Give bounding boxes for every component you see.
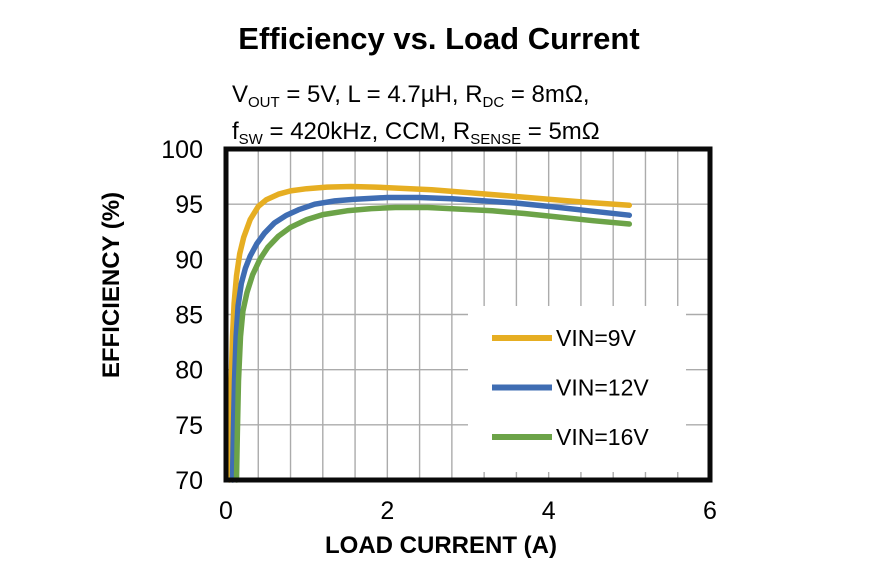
legend-label-vin-12v: VIN=12V	[556, 375, 649, 401]
series-line-vin-12v	[229, 194, 633, 483]
x-tick-label: 6	[703, 497, 717, 525]
subtitle-line-1: VOUT = 5V, L = 4.7µH, RDC = 8mΩ,	[232, 80, 600, 117]
chart-subtitle: VOUT = 5V, L = 4.7µH, RDC = 8mΩ, fSW = 4…	[232, 80, 600, 154]
subtitle-text: = 5V, L = 4.7µH, R	[279, 81, 483, 108]
legend-label-vin-16v: VIN=16V	[556, 424, 649, 450]
subtitle-text: = 8mΩ,	[504, 81, 590, 108]
x-tick-label: 4	[542, 497, 556, 525]
subtitle-line-2: fSW = 420kHz, CCM, RSENSE = 5mΩ	[232, 117, 600, 154]
y-tick-label: 75	[175, 412, 203, 440]
series-line-vin-9v	[226, 183, 633, 483]
subtitle-text: f	[232, 118, 239, 145]
plot-frame	[223, 146, 713, 483]
subtitle-subscript: SENSE	[470, 131, 522, 148]
x-tick-label: 0	[219, 497, 233, 525]
subtitle-subscript: DC	[482, 94, 505, 111]
chart-title: Efficiency vs. Load Current	[238, 21, 640, 56]
subtitle-text: = 420kHz, CCM, R	[262, 118, 471, 145]
series-line-vin-16v	[233, 204, 633, 483]
subtitle-subscript: SW	[238, 131, 263, 148]
y-tick-label: 70	[175, 467, 203, 495]
y-tick-label: 100	[161, 136, 203, 164]
subtitle-text: = 5mΩ	[521, 118, 600, 145]
y-tick-label: 95	[175, 191, 203, 219]
legend-label-vin-9v: VIN=9V	[556, 325, 637, 351]
subtitle-text: V	[232, 81, 249, 108]
y-tick-label: 80	[175, 357, 203, 385]
subtitle-subscript: OUT	[248, 94, 280, 111]
x-tick-label: 2	[380, 497, 394, 525]
x-axis-title: LOAD CURRENT (A)	[325, 532, 557, 559]
y-tick-label: 90	[175, 246, 203, 274]
y-tick-label: 85	[175, 302, 203, 330]
